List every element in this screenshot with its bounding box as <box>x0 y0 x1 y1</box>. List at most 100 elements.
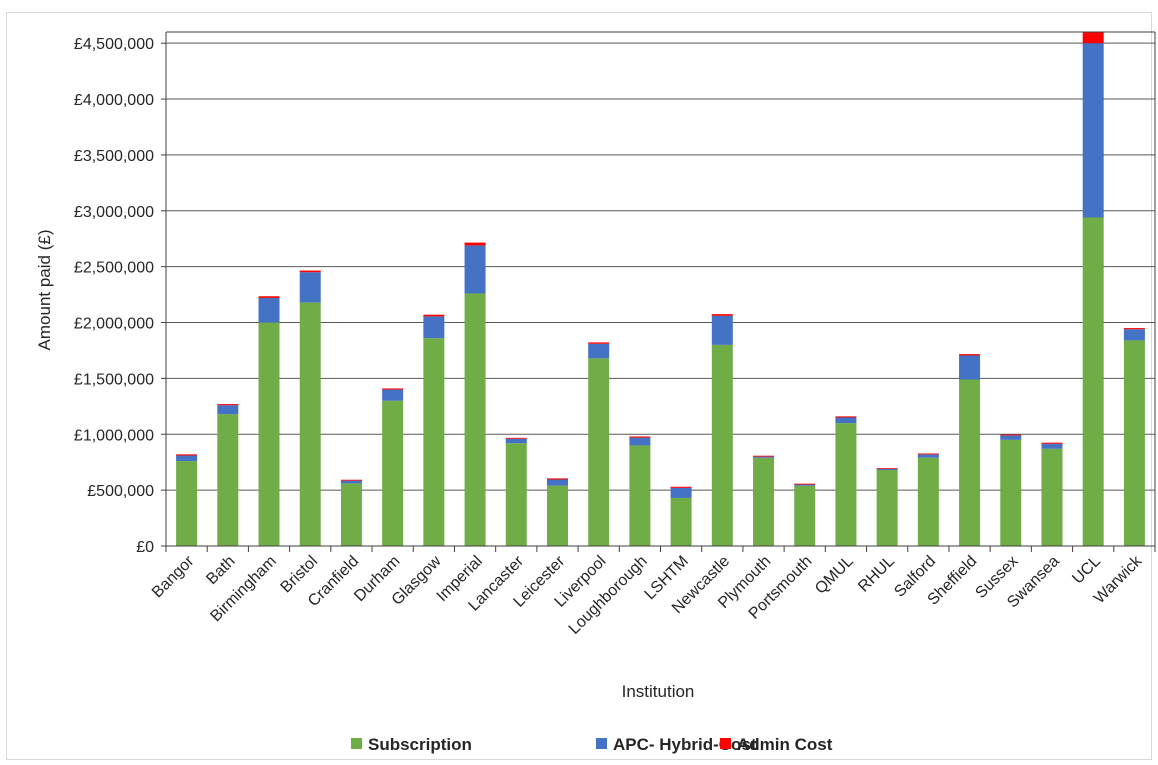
bar-segment <box>258 296 280 298</box>
y-tick-label: £2,500,000 <box>74 260 154 277</box>
bar-segment <box>176 454 198 456</box>
bar-segment <box>1000 435 1022 440</box>
bar-segment <box>629 436 651 438</box>
bar-segment <box>1000 434 1022 436</box>
bar-segment <box>794 483 816 485</box>
bar-segment <box>340 483 362 546</box>
bar-segment <box>299 270 321 273</box>
legend-label: Admin Cost <box>737 735 833 754</box>
bar-segment <box>1041 448 1063 546</box>
x-tick-label: QMUL <box>812 553 857 598</box>
bar-segment <box>876 468 898 471</box>
legend-swatch <box>720 738 731 749</box>
bar-segment <box>1123 328 1145 330</box>
bar-segment <box>835 423 857 546</box>
legend-item: APC- Hybrid-Cost <box>596 735 757 754</box>
bar-segment <box>258 322 280 546</box>
bar-segment <box>423 316 445 339</box>
bar-segment <box>794 485 816 546</box>
bar-segment <box>959 355 981 380</box>
bar-segment <box>258 297 280 323</box>
bar-segment <box>917 457 939 546</box>
bar-segment <box>1082 32 1104 44</box>
bar-segment <box>464 293 486 546</box>
bar-segment <box>753 455 775 457</box>
legend-swatch <box>596 738 607 749</box>
y-tick-labels: £0 £500,000 £1,000,000 £1,500,000 £2,000,000… <box>74 36 154 556</box>
x-tick-label: Bath <box>203 553 238 588</box>
x-tick-labels: Bangor BathBirminghamBristolCranfieldDurh… <box>149 552 1146 638</box>
y-tick-label: £4,000,000 <box>74 92 154 109</box>
y-axis-title: Amount paid (£) <box>35 230 54 351</box>
bar-segment <box>382 389 404 401</box>
bar-segment <box>1041 442 1063 444</box>
bar-segment <box>670 487 692 498</box>
bar-segment <box>917 454 939 458</box>
x-tick-label: UCL <box>1069 553 1104 588</box>
bar-segment <box>670 486 692 488</box>
bar-segment <box>1000 439 1022 546</box>
bar-segment <box>1041 443 1063 449</box>
bar-segment <box>546 485 568 546</box>
x-axis-title: Institution <box>622 682 695 701</box>
bar-segment <box>423 338 445 546</box>
bar-segment <box>217 404 239 406</box>
bar-segment <box>917 453 939 455</box>
bar-segment <box>505 437 527 439</box>
bar-segment <box>464 245 486 294</box>
bar-segment <box>629 445 651 546</box>
bar-segment <box>794 484 816 486</box>
bar-segment <box>711 344 733 546</box>
bar-segment <box>1123 329 1145 341</box>
bar-stacks <box>176 32 1145 547</box>
gridlines <box>166 42 1155 491</box>
bar-segment <box>629 437 651 446</box>
bar-segment <box>299 272 321 303</box>
bar-segment <box>1082 217 1104 547</box>
bar-segment <box>176 455 198 462</box>
y-tick-label: £3,500,000 <box>74 148 154 165</box>
x-tick-label: Bangor <box>149 552 198 601</box>
bar-segment <box>382 400 404 546</box>
bar-segment <box>299 302 321 546</box>
legend-label: APC- Hybrid-Cost <box>613 735 757 754</box>
bar-segment <box>546 478 568 480</box>
y-tick-label: £500,000 <box>87 483 154 500</box>
bar-segment <box>505 443 527 546</box>
bar-segment <box>340 480 362 484</box>
bar-segment <box>588 343 610 359</box>
bar-segment <box>588 358 610 546</box>
bar-segment <box>1123 340 1145 546</box>
legend-label: Subscription <box>368 735 472 754</box>
bar-segment <box>753 457 775 546</box>
bar-segment <box>711 314 733 316</box>
bar-segment <box>217 405 239 415</box>
bar-segment <box>959 379 981 546</box>
bar-segment <box>464 242 486 246</box>
bar-segment <box>217 414 239 546</box>
axes <box>161 31 1156 552</box>
y-tick-label: £3,000,000 <box>74 204 154 221</box>
y-tick-label: £0 <box>136 539 154 556</box>
bar-segment <box>546 479 568 486</box>
bar-segment <box>835 417 857 424</box>
y-tick-label: £1,000,000 <box>74 427 154 444</box>
bar-segment <box>505 438 527 444</box>
y-tick-label: £1,500,000 <box>74 371 154 388</box>
bar-segment <box>340 479 362 481</box>
legend-swatch <box>351 738 362 749</box>
legend-item: Admin Cost <box>720 735 833 754</box>
bar-segment <box>176 461 198 546</box>
chart-frame <box>6 12 1152 760</box>
bar-segment <box>670 497 692 546</box>
bar-segment <box>876 468 898 469</box>
bar-segment <box>753 456 775 458</box>
y-tick-label: £4,500,000 <box>74 36 154 53</box>
bar-segment <box>835 416 857 418</box>
bar-segment <box>382 388 404 390</box>
bar-segment <box>711 315 733 345</box>
bar-segment <box>423 314 445 317</box>
bar-segment <box>876 470 898 546</box>
